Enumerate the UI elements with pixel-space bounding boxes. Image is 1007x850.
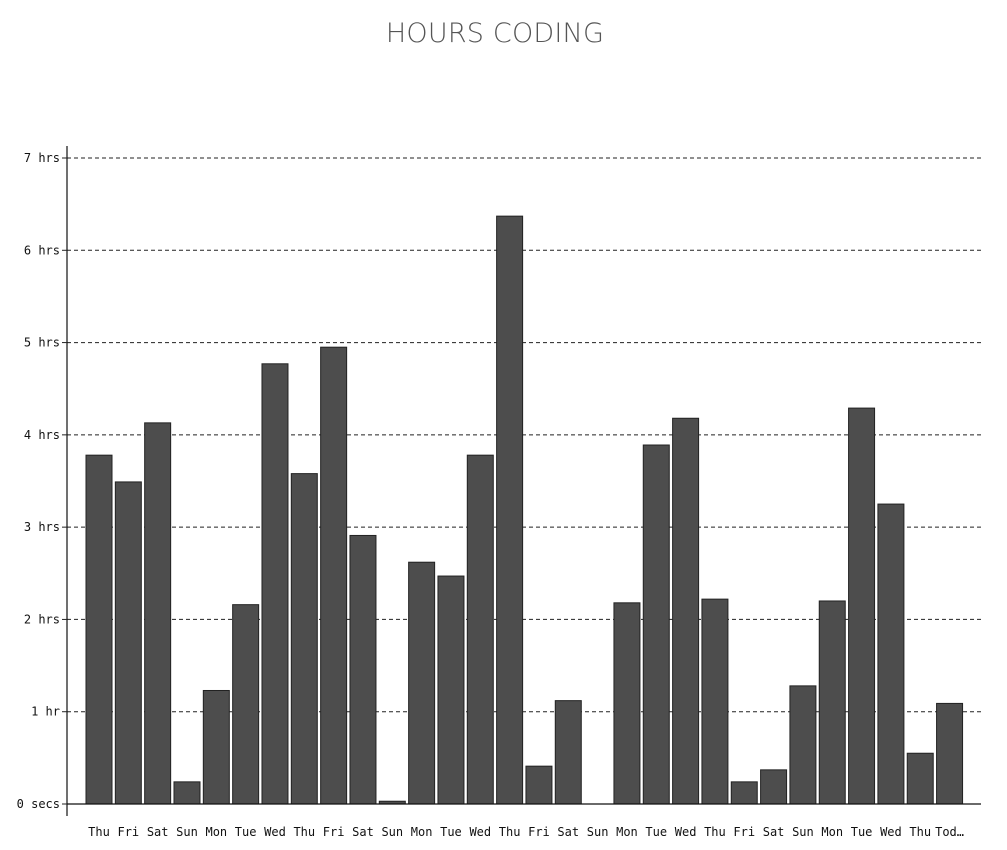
bar[interactable]	[818, 600, 846, 805]
y-tick-label: 7 hrs	[24, 151, 60, 165]
y-tick-label: 3 hrs	[24, 520, 60, 534]
x-tick-label: Thu	[88, 825, 110, 839]
bar[interactable]	[466, 454, 494, 805]
x-tick-label: Mon	[205, 825, 227, 839]
x-tick-label: Thu	[499, 825, 521, 839]
bar[interactable]	[232, 604, 260, 805]
x-tick-label: Fri	[117, 825, 139, 839]
x-tick-label: Thu	[704, 825, 726, 839]
bar[interactable]	[290, 473, 318, 805]
bar[interactable]	[760, 769, 788, 805]
x-tick-label: Wed	[469, 825, 491, 839]
y-tick-label: 0 secs	[17, 797, 60, 811]
x-tick-label: Wed	[675, 825, 697, 839]
x-tick-label: Wed	[264, 825, 286, 839]
x-tick-label: Tue	[235, 825, 257, 839]
bar[interactable]	[114, 481, 142, 805]
x-tick-label: Tue	[851, 825, 873, 839]
bar[interactable]	[936, 702, 964, 805]
x-tick-label: Sun	[381, 825, 403, 839]
x-tick-label: Tod…	[935, 825, 964, 839]
x-tick-label: Fri	[528, 825, 550, 839]
grid-lines	[67, 157, 981, 713]
bar[interactable]	[144, 422, 172, 805]
x-tick-label: Sat	[147, 825, 169, 839]
bar[interactable]	[848, 407, 876, 805]
x-tick-label: Thu	[909, 825, 931, 839]
bar[interactable]	[349, 534, 377, 805]
x-tick-label: Sun	[176, 825, 198, 839]
bar[interactable]	[672, 417, 700, 805]
bar[interactable]	[202, 689, 230, 805]
x-tick-label: Fri	[323, 825, 345, 839]
bar[interactable]	[85, 454, 113, 805]
x-tick-label: Sat	[763, 825, 785, 839]
bar[interactable]	[877, 503, 905, 805]
y-tick-label: 5 hrs	[24, 336, 60, 350]
bar[interactable]	[173, 781, 201, 805]
x-tick-label: Sun	[587, 825, 609, 839]
x-tick-label: Wed	[880, 825, 902, 839]
x-tick-label: Sun	[792, 825, 814, 839]
bar[interactable]	[906, 752, 934, 805]
y-tick-label: 6 hrs	[24, 243, 60, 257]
bar[interactable]	[408, 561, 436, 805]
bar[interactable]	[701, 598, 729, 805]
bar[interactable]	[496, 215, 524, 805]
y-tick-label: 2 hrs	[24, 612, 60, 626]
bar[interactable]	[642, 444, 670, 805]
x-tick-label: Sat	[557, 825, 579, 839]
x-tick-label: Tue	[440, 825, 462, 839]
chart-title: HOURS CODING	[385, 18, 605, 49]
x-tick-label: Mon	[411, 825, 433, 839]
bar[interactable]	[320, 346, 348, 805]
y-tick-labels: 0 secs 1 hr 2 hrs 3 hrs 4 hrs 5 hrs 6 hrs 7 hrs	[17, 151, 67, 811]
x-tick-label: Tue	[645, 825, 667, 839]
bar[interactable]	[437, 575, 465, 805]
bar[interactable]	[261, 363, 289, 805]
x-tick-label: Thu	[293, 825, 315, 839]
x-tick-label: Mon	[821, 825, 843, 839]
bar[interactable]	[613, 602, 641, 805]
bars	[85, 215, 964, 805]
axes	[66, 146, 981, 816]
x-tick-label: Mon	[616, 825, 638, 839]
x-tick-labels: Thu Fri Sat Sun Mon Tue Wed Thu Fri Sat Sun Mon Tue W…	[88, 825, 964, 839]
bar[interactable]	[525, 765, 553, 805]
y-tick-label: 1 hr	[31, 705, 60, 719]
bar[interactable]	[730, 781, 758, 805]
bar[interactable]	[554, 700, 582, 805]
x-tick-label: Fri	[733, 825, 755, 839]
bar[interactable]	[789, 685, 817, 805]
x-tick-label: Sat	[352, 825, 374, 839]
y-tick-label: 4 hrs	[24, 428, 60, 442]
